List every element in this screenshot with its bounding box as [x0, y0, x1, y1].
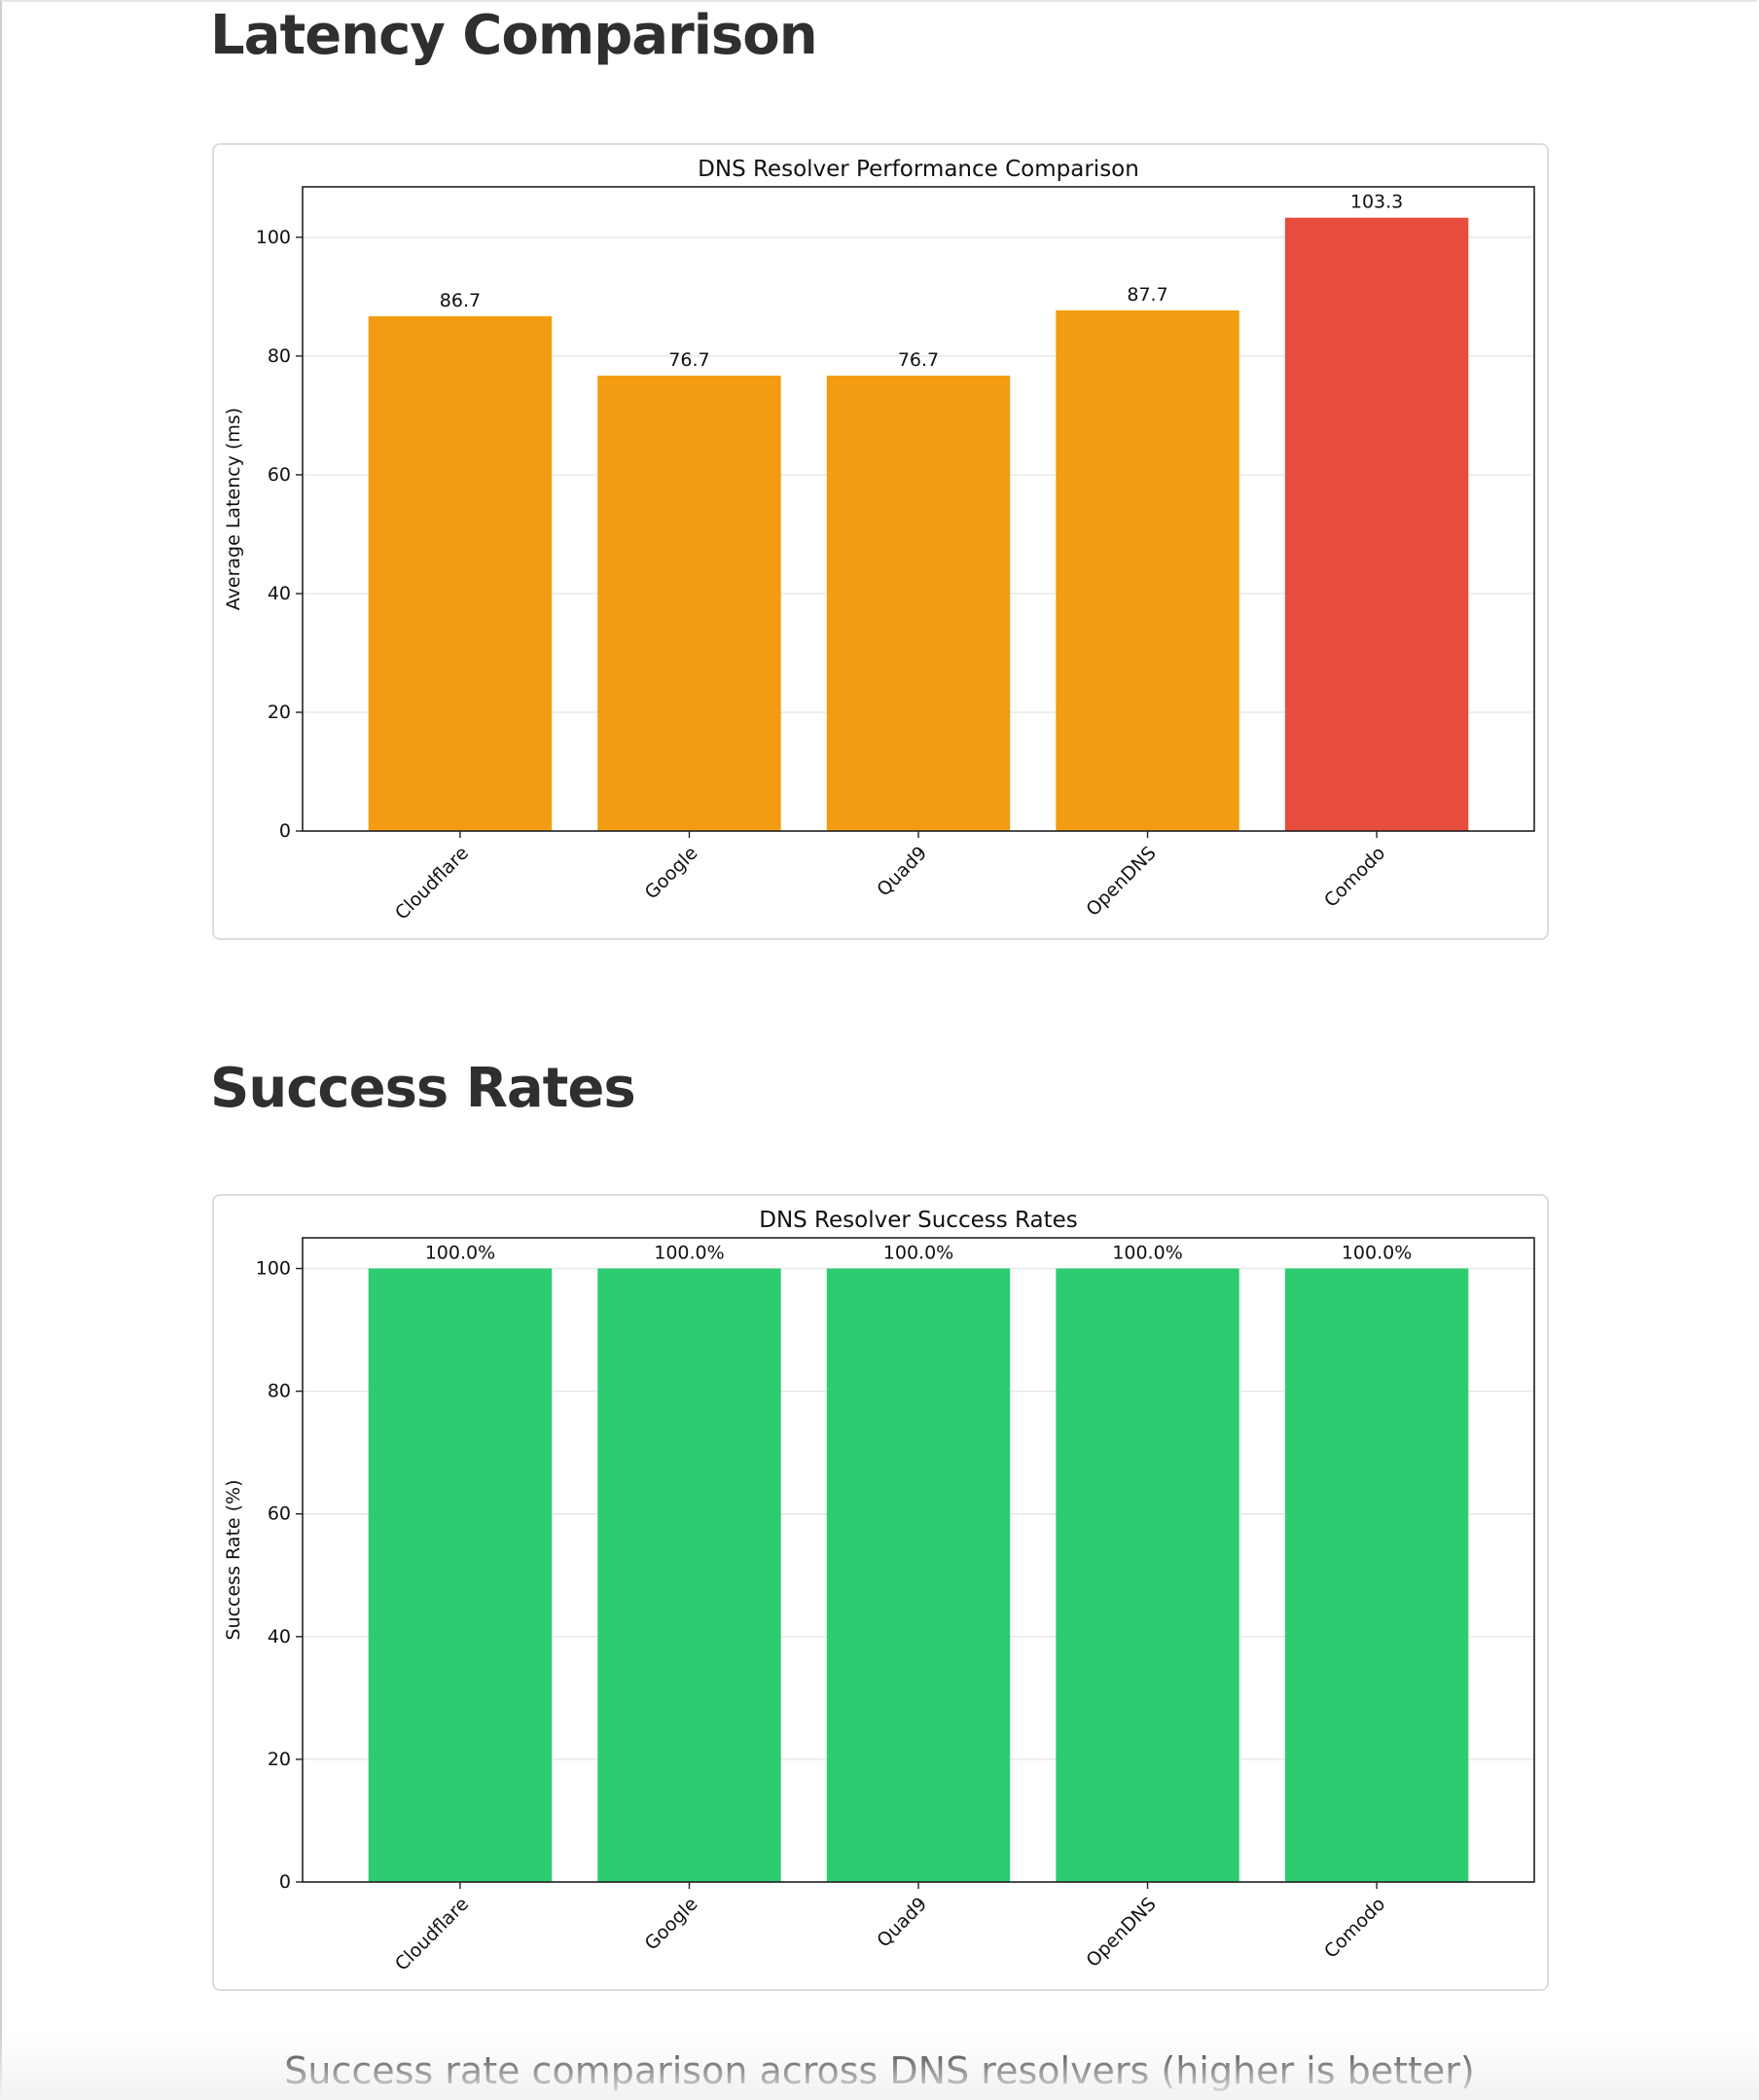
success-chart-card: 100.0% Cloudflare 100.0% Google 100.0% Quad9 1…: [212, 1194, 1549, 1991]
success-section-heading: Success Rates: [210, 1057, 636, 1120]
bar-google: [597, 1268, 781, 1882]
x-tick-label: Quad9: [873, 843, 931, 901]
bar-opendns: [1056, 1268, 1239, 1882]
bar-value-label: 100.0%: [654, 1243, 724, 1264]
bar-google: [597, 376, 781, 831]
y-tick-label: 20: [268, 702, 291, 723]
x-tick-label: OpenDNS: [1082, 843, 1160, 921]
x-tick-label: Comodo: [1320, 1894, 1389, 1963]
x-tick-label: Quad9: [873, 1894, 931, 1952]
bar-comodo: [1284, 1268, 1469, 1882]
bar-value-label: 100.0%: [1342, 1243, 1412, 1264]
x-tick-label: Google: [641, 1894, 702, 1955]
bar-value-label: 86.7: [440, 290, 481, 311]
y-tick-label: 60: [268, 1503, 291, 1525]
x-tick-label: OpenDNS: [1082, 1894, 1160, 1972]
bar-value-label: 87.7: [1127, 284, 1167, 306]
y-axis-label: Average Latency (ms): [223, 408, 244, 610]
bar-comodo: [1284, 217, 1469, 832]
y-tick-label: 20: [268, 1749, 291, 1770]
x-tick-label: Cloudflare: [391, 843, 473, 924]
bar-value-label: 100.0%: [883, 1243, 953, 1264]
y-tick-label: 80: [268, 345, 291, 367]
latency-bar-chart: 86.7 Cloudflare 76.7 Google 76.7 Quad9 87.7 Ope…: [223, 157, 1535, 924]
y-tick-label: 40: [268, 583, 291, 604]
y-tick-label: 0: [279, 1871, 291, 1893]
latency-section-heading: Latency Comparison: [210, 4, 818, 67]
chart-title: DNS Resolver Success Rates: [759, 1208, 1078, 1233]
success-bar-chart: 100.0% Cloudflare 100.0% Google 100.0% Quad9 1…: [223, 1208, 1535, 1975]
x-tick-label: Comodo: [1320, 843, 1389, 912]
plot-frame: [302, 1237, 1535, 1883]
bar-cloudflare: [368, 316, 553, 831]
x-tick-label: Google: [641, 843, 702, 904]
x-tick-label: Cloudflare: [391, 1894, 473, 1975]
bar-cloudflare: [368, 1268, 553, 1882]
chart-title: DNS Resolver Performance Comparison: [698, 157, 1139, 182]
bar-opendns: [1056, 309, 1239, 831]
bar-value-label: 100.0%: [425, 1243, 495, 1264]
y-tick-label: 100: [256, 227, 291, 248]
bar-value-label: 103.3: [1350, 192, 1403, 213]
y-tick-label: 60: [268, 464, 291, 486]
latency-chart-card: 86.7 Cloudflare 76.7 Google 76.7 Quad9 87.7 Ope…: [212, 143, 1549, 940]
success-chart-caption: Success rate comparison across DNS resol…: [284, 2049, 1475, 2092]
y-tick-label: 80: [268, 1381, 291, 1402]
y-tick-label: 0: [279, 820, 291, 842]
bar-value-label: 100.0%: [1112, 1243, 1182, 1264]
bar-value-label: 76.7: [898, 349, 939, 371]
bar-value-label: 76.7: [668, 349, 709, 371]
plot-frame: [302, 186, 1535, 832]
bar-quad9: [826, 376, 1011, 831]
y-axis-label: Success Rate (%): [223, 1479, 244, 1640]
y-tick-label: 40: [268, 1626, 291, 1647]
bar-quad9: [826, 1268, 1011, 1882]
y-tick-label: 100: [256, 1258, 291, 1280]
